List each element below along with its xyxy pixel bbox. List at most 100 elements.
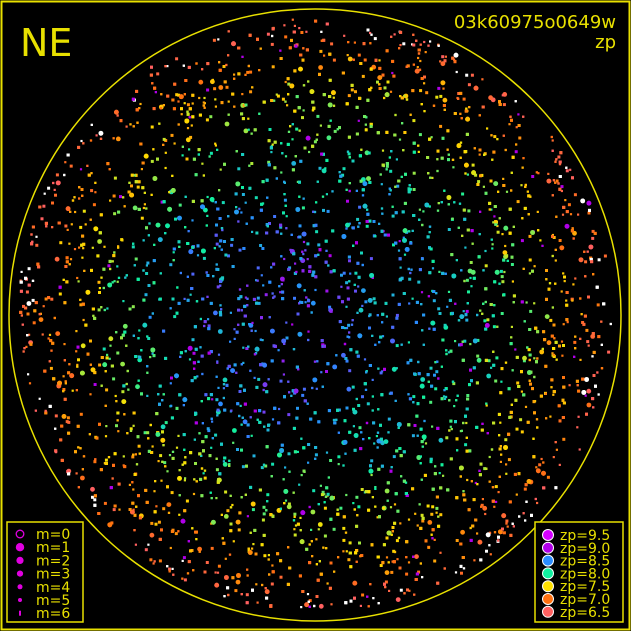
- star-point: [504, 148, 507, 152]
- star-point: [487, 359, 491, 363]
- star-point: [170, 491, 174, 495]
- star-point: [316, 578, 320, 582]
- star-point: [522, 359, 526, 363]
- star-point: [300, 437, 303, 440]
- star-point: [122, 455, 125, 458]
- star-point: [365, 220, 369, 223]
- star-point: [283, 395, 286, 399]
- star-point: [98, 422, 101, 426]
- star-point: [233, 73, 236, 76]
- star-point: [177, 301, 181, 305]
- star-point: [217, 329, 223, 334]
- star-point: [361, 194, 365, 197]
- star-point: [298, 27, 301, 30]
- star-point: [438, 270, 441, 273]
- star-point: [367, 151, 371, 155]
- star-point: [177, 100, 180, 103]
- star-point: [430, 533, 433, 536]
- star-point: [158, 122, 161, 125]
- star-point: [400, 475, 403, 478]
- star-point: [104, 458, 108, 462]
- star-point: [188, 148, 191, 151]
- star-point: [569, 168, 572, 171]
- star-point: [486, 318, 490, 322]
- star-point: [22, 350, 25, 353]
- star-point: [452, 382, 456, 386]
- star-point: [483, 153, 486, 156]
- star-point: [127, 190, 131, 194]
- star-point: [164, 356, 168, 360]
- star-point: [79, 303, 83, 307]
- star-point: [524, 183, 527, 187]
- star-point: [562, 376, 565, 379]
- star-point: [267, 163, 271, 167]
- star-point: [419, 383, 425, 389]
- star-point: [220, 513, 223, 516]
- star-point: [305, 547, 309, 551]
- star-point: [545, 269, 548, 272]
- star-point: [565, 299, 568, 302]
- star-point: [270, 328, 275, 334]
- star-point: [177, 476, 182, 481]
- star-point: [249, 70, 253, 74]
- star-point: [241, 193, 245, 196]
- star-point: [293, 391, 297, 395]
- star-point: [345, 188, 348, 191]
- star-point: [462, 490, 465, 493]
- star-point: [81, 194, 84, 197]
- star-point: [162, 507, 166, 511]
- star-point: [170, 133, 174, 137]
- star-point: [215, 398, 219, 402]
- star-point: [337, 431, 340, 434]
- star-point: [451, 217, 454, 220]
- star-point: [500, 275, 504, 279]
- star-point: [392, 549, 396, 553]
- star-point: [177, 530, 180, 533]
- star-point: [302, 253, 305, 256]
- star-point: [80, 188, 84, 191]
- star-point: [262, 505, 266, 509]
- star-point: [202, 101, 205, 104]
- star-point: [375, 435, 378, 438]
- star-point: [395, 344, 399, 348]
- star-point: [181, 463, 184, 466]
- star-point: [130, 173, 134, 177]
- star-point: [144, 488, 148, 492]
- star-point: [158, 297, 162, 301]
- star-point: [211, 78, 214, 82]
- star-point: [268, 222, 271, 225]
- star-point: [198, 113, 202, 117]
- star-point: [358, 222, 361, 225]
- star-point: [311, 100, 315, 104]
- star-point: [183, 102, 186, 105]
- star-point: [282, 478, 285, 481]
- star-point: [106, 162, 110, 166]
- star-point: [531, 387, 534, 391]
- star-point: [245, 601, 249, 605]
- star-point: [129, 123, 132, 126]
- star-point: [222, 462, 228, 467]
- star-point: [501, 527, 504, 531]
- star-point: [162, 200, 166, 204]
- star-point: [310, 528, 313, 531]
- star-point: [98, 130, 104, 136]
- star-point: [293, 388, 299, 394]
- star-point: [187, 345, 193, 351]
- star-point: [295, 416, 299, 420]
- star-point: [131, 501, 135, 505]
- star-point: [294, 262, 297, 265]
- star-point: [528, 353, 532, 357]
- star-point: [291, 18, 294, 21]
- star-point: [155, 505, 158, 508]
- star-point: [204, 435, 208, 439]
- star-point: [165, 223, 170, 229]
- star-point: [314, 288, 317, 292]
- star-point: [348, 189, 351, 193]
- star-point: [175, 57, 179, 61]
- star-point: [301, 393, 305, 397]
- star-point: [150, 125, 154, 129]
- star-point: [521, 217, 524, 220]
- star-point: [403, 201, 407, 205]
- star-point: [304, 301, 307, 304]
- star-point: [137, 494, 140, 498]
